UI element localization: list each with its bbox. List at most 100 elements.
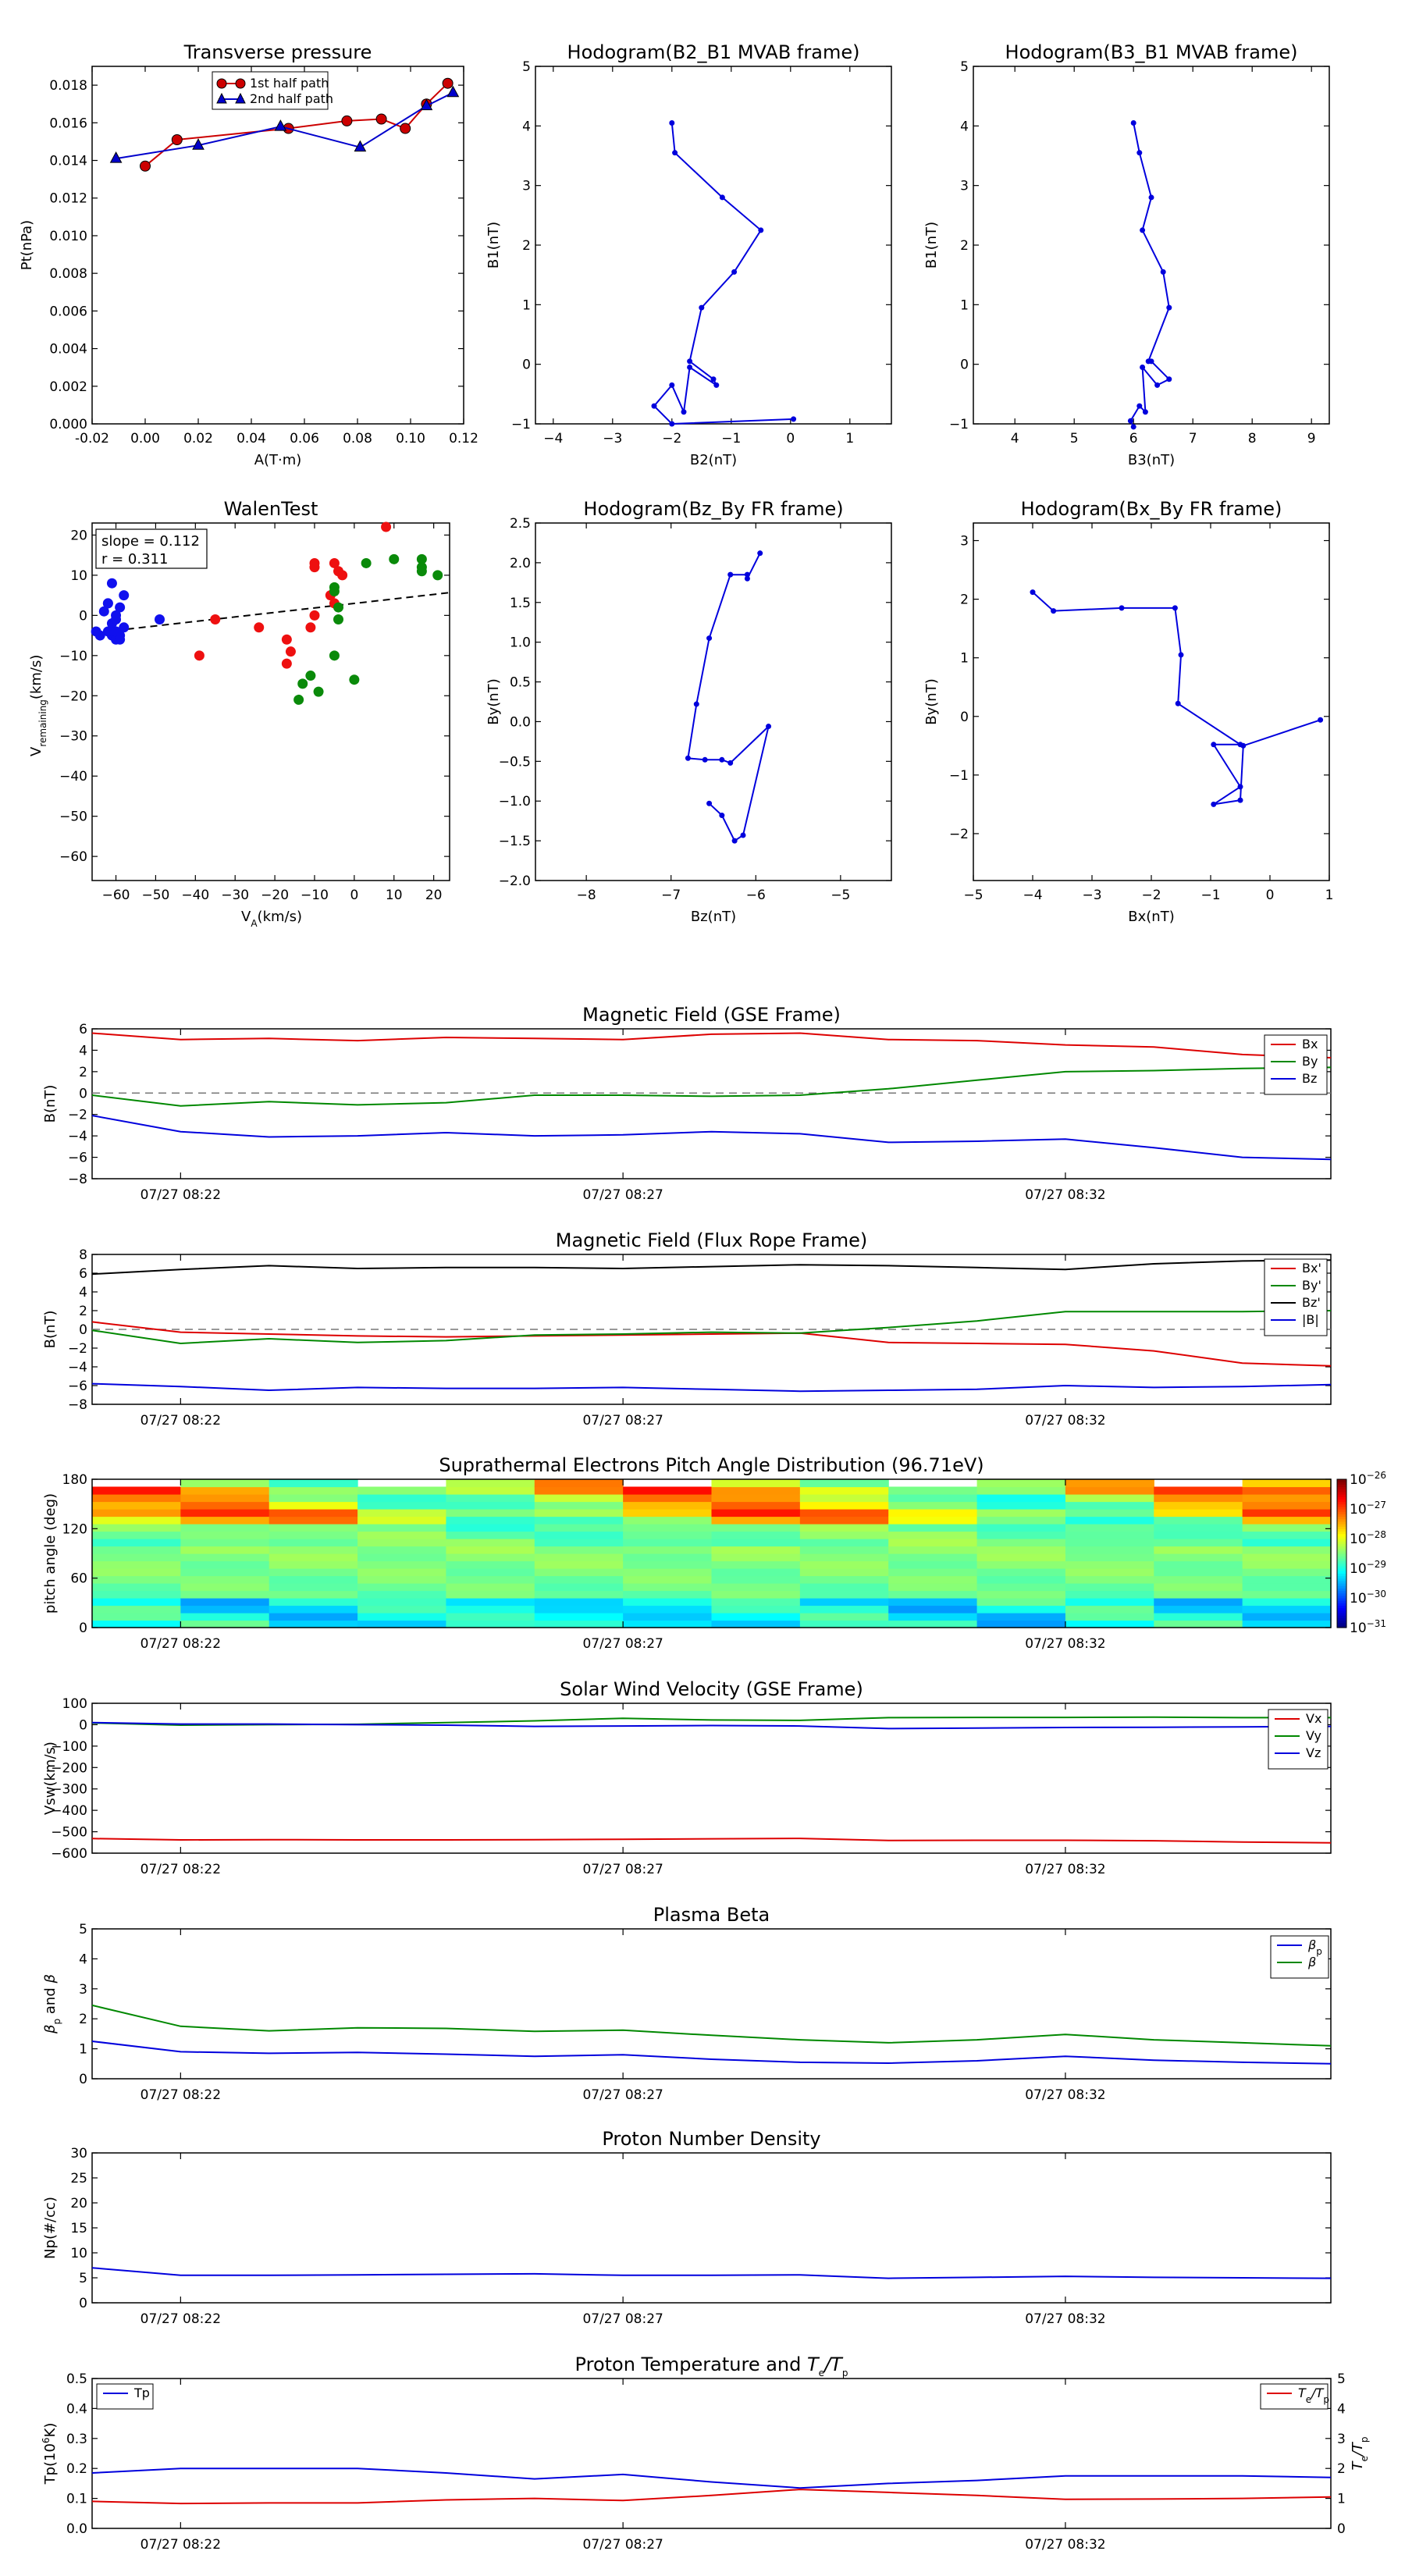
pad-heatmap-cell <box>446 1620 535 1628</box>
pad-colorbar-frame <box>1336 1478 1347 1628</box>
pad-heatmap-cell <box>1242 1546 1332 1554</box>
pad-heatmap-cell <box>976 1531 1066 1539</box>
temp-ytick-label: 0.3 <box>66 2432 87 2447</box>
vsw-legend-label: Vy <box>1306 1728 1321 1743</box>
pad-heatmap-cell <box>711 1531 801 1539</box>
pad-heatmap-cell <box>269 1583 358 1592</box>
pad-heatmap-cell <box>1065 1598 1154 1606</box>
pad-colorbar-step <box>1337 1503 1346 1507</box>
beta-frame <box>91 1928 1332 2080</box>
vsw-xtick-label: 07/27 08:32 <box>1025 1862 1105 1877</box>
temp-series-0 <box>91 2467 1332 2489</box>
pad-heatmap-cell <box>357 1516 447 1525</box>
mag_fr-ytick-label: 0 <box>79 1322 87 1338</box>
pad-heatmap-cell <box>711 1524 801 1532</box>
h4-point <box>1175 700 1181 706</box>
pad-heatmap-cell <box>799 1568 889 1577</box>
pad-heatmap-cell <box>92 1531 181 1539</box>
beta-xtick-label: 07/27 08:27 <box>582 2087 663 2103</box>
walen-point-0 <box>111 626 122 637</box>
walen-ylabel: Vremaining(km/s) <box>28 655 48 756</box>
mag_fr-series-2 <box>91 1259 1332 1276</box>
walen-point-0 <box>155 614 165 625</box>
h1-xtick-label: −2 <box>662 431 681 447</box>
walen-point-2 <box>293 694 304 705</box>
temp-title-part: T <box>831 2354 844 2375</box>
pad-heatmap-cell <box>534 1583 624 1592</box>
tp-point-triangle <box>354 140 367 152</box>
pad-heatmap-cell <box>534 1605 624 1614</box>
pad-colorbar-step <box>1337 1516 1346 1520</box>
pad-heatmap-cell <box>269 1568 358 1577</box>
pad-heatmap-cell <box>799 1516 889 1525</box>
h3-ytick-label: 0.5 <box>510 675 531 691</box>
h2-point <box>1154 382 1161 388</box>
pad-heatmap-cell <box>711 1494 801 1503</box>
pad-colorbar-step <box>1337 1558 1346 1562</box>
pad-heatmap-cell <box>799 1613 889 1621</box>
walen-ytick-label: −60 <box>59 849 87 865</box>
np-ytick-label: 30 <box>70 2146 87 2161</box>
h4-xtick-label: 1 <box>1325 888 1334 903</box>
h1-point <box>719 194 725 201</box>
pad-colorbar-step <box>1337 1524 1346 1527</box>
pad-heatmap-cell <box>1065 1501 1154 1510</box>
vsw-frame <box>91 1703 1332 1854</box>
pad-colorbar-step <box>1337 1610 1346 1614</box>
pad-heatmap-cell <box>357 1560 447 1569</box>
pad-colorbar-step <box>1337 1518 1346 1522</box>
h2-point <box>1140 364 1146 370</box>
walen-point-0 <box>91 626 101 637</box>
pad-xtick-label: 07/27 08:22 <box>140 1636 221 1652</box>
walen-slope-text: slope = 0.112 <box>101 533 200 550</box>
walen-ylabel-part: (km/s) <box>28 655 44 699</box>
pad-heatmap-cell <box>888 1583 978 1592</box>
pad-heatmap-cell <box>269 1494 358 1503</box>
pad-colorbar-step <box>1337 1598 1346 1601</box>
pad-colorbar-step <box>1337 1615 1346 1618</box>
temp-legend-label-part: e <box>1306 2394 1311 2405</box>
pad-heatmap-cell <box>888 1590 978 1599</box>
pad-heatmap-cell <box>357 1613 447 1621</box>
walen-point-1 <box>309 610 320 621</box>
pad-heatmap-cell <box>446 1575 535 1584</box>
pad-heatmap-cell <box>1065 1509 1154 1517</box>
mag_gse-ytick-label: −8 <box>68 1172 87 1187</box>
pad-heatmap-cell <box>1065 1539 1154 1547</box>
pad-heatmap-cell <box>446 1509 535 1517</box>
walen-xtick-label: −40 <box>181 888 209 903</box>
pad-heatmap-cell <box>269 1501 358 1510</box>
walen-ytick-label: 0 <box>79 608 87 624</box>
pad-heatmap-cell <box>269 1531 358 1539</box>
pad-heatmap-cell <box>1065 1494 1154 1503</box>
h2-point <box>1136 150 1143 156</box>
beta-ytick-label: 3 <box>79 1982 87 1998</box>
vsw-ytick-label: −100 <box>51 1739 87 1755</box>
pad-colorbar-step <box>1337 1494 1346 1497</box>
pad-heatmap-cell <box>1154 1494 1243 1503</box>
beta-xtick-label: 07/27 08:22 <box>140 2087 221 2103</box>
tp-point-triangle <box>109 151 123 163</box>
pad-heatmap-cell <box>799 1494 889 1503</box>
h2-ytick-label: 5 <box>960 59 969 75</box>
pad-heatmap-cell <box>446 1553 535 1562</box>
pad-ytick-label: 0 <box>79 1621 87 1636</box>
pad-colorbar-label-part: 10 <box>1350 1532 1367 1547</box>
temp-legend-label-part: T <box>1316 2386 1325 2400</box>
pad-heatmap-cell <box>976 1494 1066 1503</box>
beta-ytick-label: 5 <box>79 1922 87 1937</box>
pad-heatmap-cell <box>888 1546 978 1554</box>
tp-xtick-label: 0.12 <box>449 431 478 447</box>
pad-ytick-label: 60 <box>70 1571 87 1587</box>
tp-point-circle <box>400 123 411 134</box>
pad-xtick-label: 07/27 08:27 <box>582 1636 663 1652</box>
temp-legend-box <box>96 2383 154 2410</box>
pad-heatmap-cell <box>711 1583 801 1592</box>
pad-heatmap-cell <box>357 1539 447 1547</box>
temp-ytick2-label: 0 <box>1337 2521 1346 2537</box>
vsw-ytick-label: 0 <box>79 1717 87 1733</box>
tp-point-triangle <box>274 119 287 131</box>
h3-xtick-label: −5 <box>831 888 850 903</box>
h2-ytick-label: −1 <box>949 417 969 432</box>
